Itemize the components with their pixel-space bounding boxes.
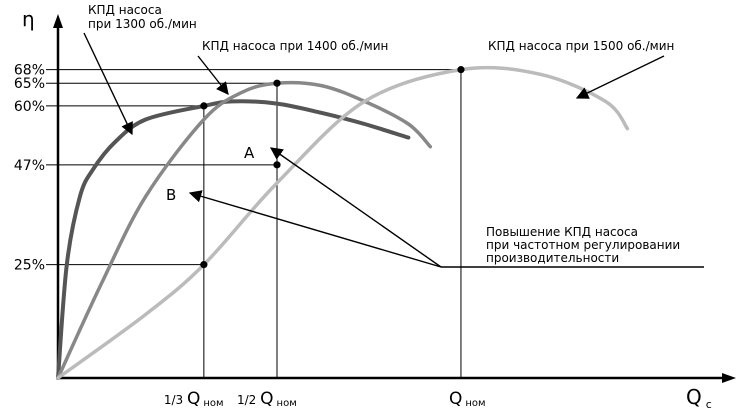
series-label-1300-line1: КПД насоса — [88, 3, 162, 17]
annotation-line-3: производительности — [486, 251, 619, 265]
pointer-arrows — [83, 32, 704, 268]
x-tick-main: Q — [260, 389, 273, 409]
series-label-1400: КПД насоса при 1400 об./мин — [202, 39, 388, 53]
series-line-0 — [56, 99, 411, 380]
annotation-line-2: при частотном регулировании — [486, 238, 680, 252]
series-line-2 — [56, 65, 630, 380]
efficiency-curves — [56, 65, 630, 380]
series-label-1300: КПД насоса при 1300 об./мин — [88, 3, 197, 31]
y-tick-label: 25% — [14, 258, 45, 274]
arrow-1300 — [83, 32, 133, 136]
annotation-line-1: Повышение КПД насоса — [486, 225, 638, 239]
point-label-b: B — [166, 186, 176, 204]
y-axis-label: η — [22, 7, 35, 31]
arrow-1500 — [575, 55, 665, 99]
x-axis-label-main: Q — [686, 385, 702, 409]
series-label-1300-line2: при 1300 об./мин — [88, 17, 197, 31]
y-tick-label: 60% — [14, 99, 45, 115]
data-point — [457, 66, 465, 74]
y-tick-label: 65% — [14, 76, 45, 92]
point-label-a: A — [244, 144, 255, 162]
guide-lines — [46, 69, 462, 378]
arrow-to-a — [269, 147, 442, 268]
x-tick-sub: ном — [277, 398, 297, 409]
x-axis-arrow — [722, 373, 736, 383]
data-point — [273, 161, 281, 169]
marked-points — [200, 66, 465, 269]
y-tick-labels: 68%65% 60% 47% 25% — [14, 63, 45, 274]
series-label-1500: КПД насоса при 1500 об./мин — [488, 39, 674, 53]
x-tick-prefix: 1/2 — [237, 393, 260, 407]
x-axis-label-sub: c — [706, 398, 712, 411]
arrow-to-b — [188, 190, 442, 268]
series-line-1 — [56, 80, 433, 380]
y-tick-label: 47% — [14, 158, 45, 174]
x-tick-sub: ном — [203, 398, 223, 409]
annotation-text: Повышение КПД насоса при частотном регул… — [486, 225, 684, 265]
arrow-1400 — [197, 55, 229, 95]
y-axis-arrow — [53, 14, 63, 28]
x-tick-sub: ном — [465, 398, 485, 409]
data-point — [273, 79, 281, 87]
data-point — [200, 102, 208, 110]
x-tick-main: Q — [187, 389, 200, 409]
data-point — [200, 261, 208, 269]
y-tick-label: 68% — [14, 63, 45, 79]
x-tick-main: Q — [449, 389, 462, 409]
x-tick-prefix: 1/3 — [164, 393, 187, 407]
